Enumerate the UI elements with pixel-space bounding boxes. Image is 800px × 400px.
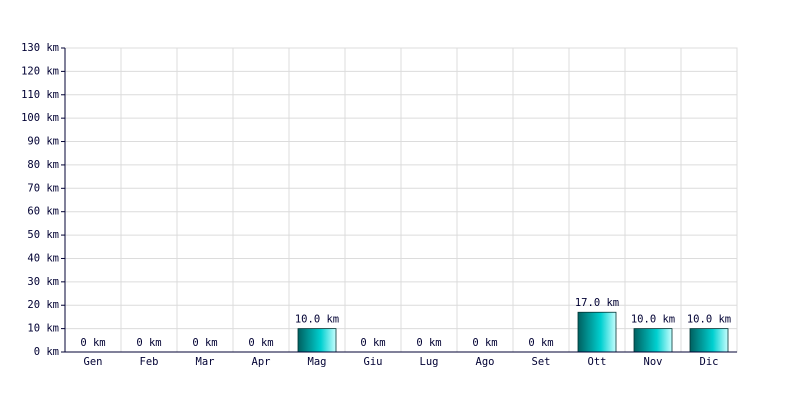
y-tick-label: 0 km — [34, 346, 59, 358]
y-tick-label: 10 km — [27, 323, 59, 335]
value-label: 0 km — [416, 337, 441, 349]
bar — [577, 311, 617, 353]
value-label: 0 km — [472, 337, 497, 349]
x-tick-label: Ago — [476, 356, 495, 368]
y-tick-label: 120 km — [21, 65, 59, 77]
x-tick-label: Apr — [252, 356, 271, 368]
y-tick-label: 50 km — [27, 229, 59, 241]
y-tick-label: 110 km — [21, 89, 59, 101]
y-tick-label: 70 km — [27, 182, 59, 194]
value-label: 0 km — [136, 337, 161, 349]
x-tick-label: Feb — [140, 356, 159, 368]
y-tick-label: 20 km — [27, 299, 59, 311]
value-label: 0 km — [248, 337, 273, 349]
bar — [297, 328, 337, 353]
value-label: 17.0 km — [575, 297, 619, 309]
y-tick-label: 30 km — [27, 276, 59, 288]
x-tick-label: Set — [532, 356, 551, 368]
x-tick-label: Mag — [308, 356, 327, 368]
value-label: 10.0 km — [295, 314, 339, 326]
y-tick-label: 40 km — [27, 252, 59, 264]
value-label: 10.0 km — [631, 314, 675, 326]
y-tick-label: 80 km — [27, 159, 59, 171]
y-tick-label: 90 km — [27, 136, 59, 148]
value-label: 0 km — [528, 337, 553, 349]
y-tick-label: 100 km — [21, 112, 59, 124]
y-tick-label: 60 km — [27, 206, 59, 218]
value-label: 10.0 km — [687, 314, 731, 326]
value-label: 0 km — [80, 337, 105, 349]
value-label: 0 km — [360, 337, 385, 349]
x-tick-label: Dic — [700, 356, 719, 368]
x-tick-label: Ott — [588, 356, 607, 368]
y-tick-label: 130 km — [21, 42, 59, 54]
bar — [689, 328, 729, 353]
x-tick-label: Mar — [196, 356, 215, 368]
x-tick-label: Gen — [84, 356, 103, 368]
x-tick-label: Nov — [644, 356, 663, 368]
x-tick-label: Giu — [364, 356, 383, 368]
bar — [633, 328, 673, 353]
value-label: 0 km — [192, 337, 217, 349]
x-tick-label: Lug — [420, 356, 439, 368]
